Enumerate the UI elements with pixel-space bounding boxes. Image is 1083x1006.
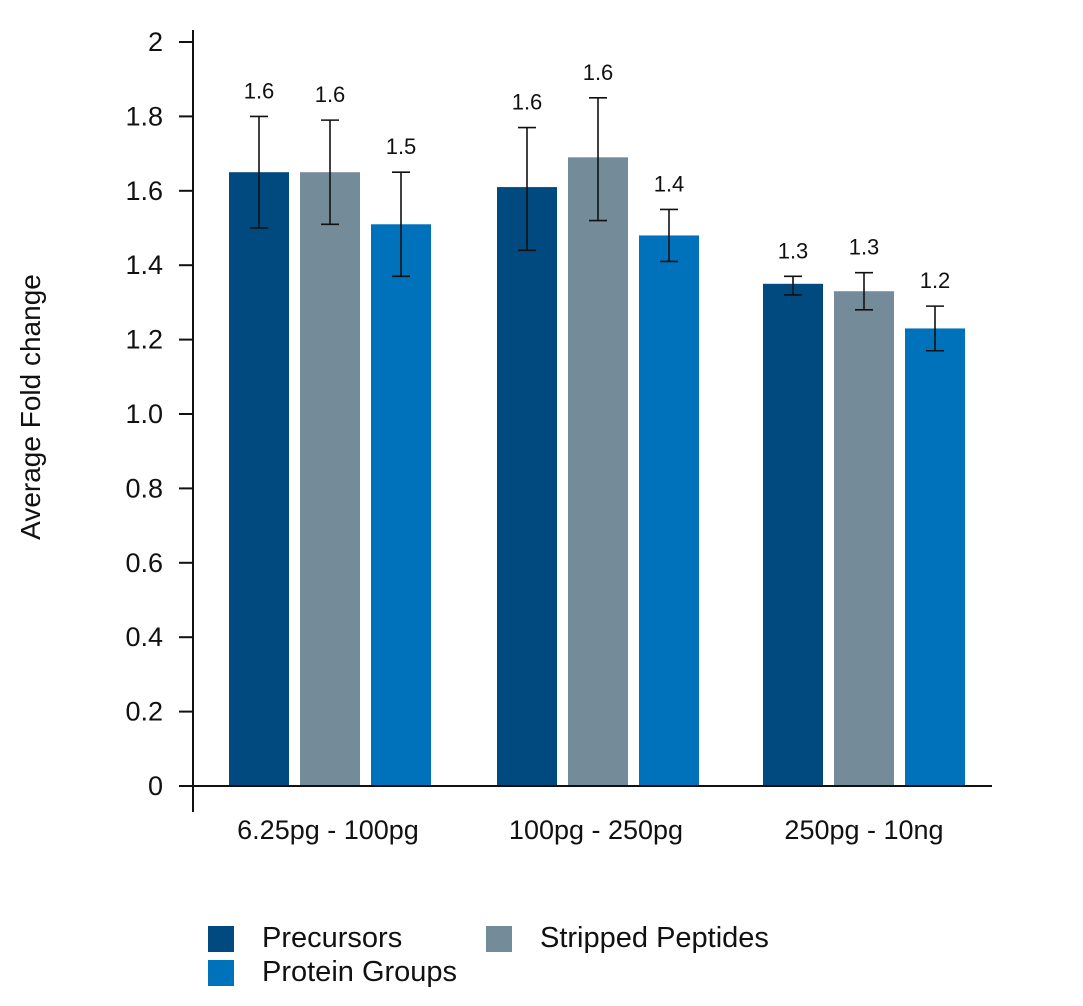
- bar: [300, 172, 360, 786]
- data-label: 1.3: [778, 238, 809, 263]
- y-tick-label: 2: [148, 27, 163, 57]
- x-tick-label: 250pg - 10ng: [784, 815, 943, 845]
- data-label: 1.5: [386, 134, 417, 159]
- legend-label-precursors: Precursors: [262, 922, 403, 954]
- y-axis: 0 0.2 0.4 0.6 0.8 1.0 1.2 1.4 1.6 1.8 2: [125, 27, 194, 812]
- bars: [229, 157, 965, 786]
- y-tick-label: 1.2: [125, 325, 163, 355]
- y-tick-label: 0.8: [125, 473, 163, 503]
- y-tick-label: 1.6: [125, 176, 163, 206]
- y-tick-label: 0.4: [125, 622, 163, 652]
- legend-item-precursors: Precursors: [208, 922, 402, 955]
- legend: Precursors Stripped Peptides Protein Gro…: [208, 918, 848, 998]
- y-tick-label: 0: [148, 771, 163, 801]
- bar: [639, 235, 699, 786]
- legend-item-stripped-peptides: Stripped Peptides: [486, 922, 769, 955]
- error-bars: [250, 97, 944, 352]
- data-label: 1.6: [512, 90, 543, 115]
- data-label: 1.6: [583, 60, 614, 85]
- bar: [763, 283, 823, 786]
- y-tick-label: 0.2: [125, 697, 163, 727]
- data-labels: 1.6 1.6 1.3 1.6 1.6 1.3 1.5 1.4 1.2: [244, 60, 951, 293]
- y-tick-label: 1.0: [125, 399, 163, 429]
- y-tick-label: 0.6: [125, 548, 163, 578]
- y-tick-label: 1.8: [125, 101, 163, 131]
- x-tick-label: 100pg - 250pg: [509, 815, 683, 845]
- data-label: 1.6: [315, 82, 346, 107]
- x-axis: 6.25pg - 100pg 100pg - 250pg 250pg - 10ng: [193, 785, 992, 845]
- legend-swatch-stripped-peptides: [486, 925, 512, 952]
- legend-swatch-precursors: [208, 925, 234, 952]
- bar: [568, 157, 628, 786]
- bar: [905, 328, 965, 786]
- legend-swatch-protein-groups: [208, 959, 234, 986]
- bar: [497, 187, 557, 786]
- data-label: 1.6: [244, 78, 275, 103]
- legend-item-protein-groups: Protein Groups: [208, 956, 457, 989]
- data-label: 1.3: [849, 235, 880, 260]
- legend-label-protein-groups: Protein Groups: [262, 956, 458, 988]
- data-label: 1.4: [654, 171, 685, 196]
- legend-label-stripped-peptides: Stripped Peptides: [540, 922, 769, 954]
- bar: [229, 172, 289, 786]
- y-tick-label: 1.4: [125, 250, 163, 280]
- y-axis-title: Average Fold change: [15, 274, 46, 540]
- data-label: 1.2: [920, 268, 951, 293]
- bar: [834, 291, 894, 786]
- x-tick-label: 6.25pg - 100pg: [237, 815, 419, 845]
- bar: [371, 224, 431, 786]
